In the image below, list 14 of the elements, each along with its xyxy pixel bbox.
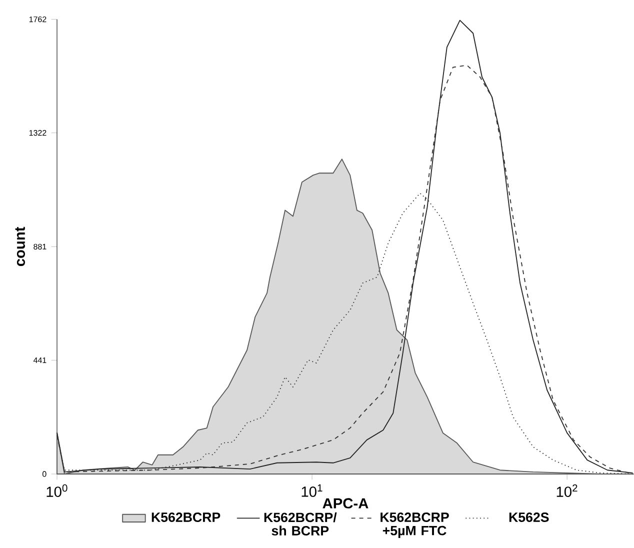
legend-label: K562BCRP +5µM FTC bbox=[380, 512, 449, 538]
y-tick-label: 0 bbox=[42, 471, 46, 477]
x-tick-label: 10$^{2}$ bbox=[556, 484, 578, 497]
x-axis-title: APC-A bbox=[322, 498, 368, 509]
x-tick-label: 10$^{0}$ bbox=[46, 484, 68, 497]
y-tick-label: 1762 bbox=[29, 16, 46, 22]
x-tick-label: 10$^{1}$ bbox=[302, 484, 322, 497]
legend-label: K562S bbox=[509, 512, 549, 522]
y-tick-label: 881 bbox=[34, 244, 46, 250]
legend-label: K562BCRP bbox=[152, 512, 220, 522]
legend-label: K562BCRP/ sh BCRP bbox=[264, 512, 337, 536]
y-tick-label: 441 bbox=[33, 357, 46, 363]
y-axis-title: count bbox=[15, 226, 25, 266]
y-tick-label: 1322 bbox=[29, 130, 46, 136]
